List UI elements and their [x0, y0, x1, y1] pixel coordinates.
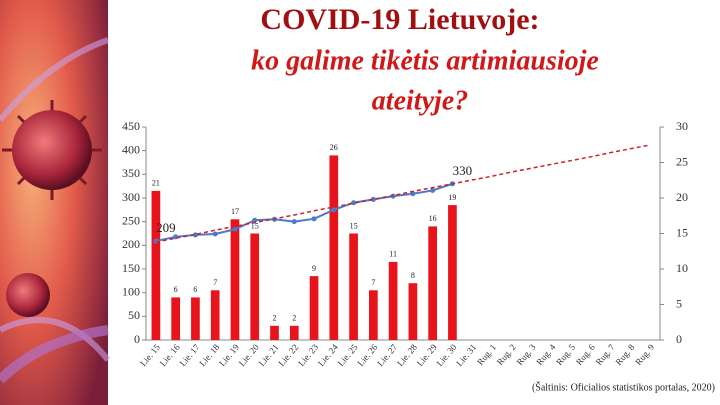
- x-tick-label: Lie. 15: [138, 342, 162, 368]
- x-tick-label: Lie. 22: [276, 342, 300, 368]
- bar: [448, 205, 457, 340]
- y2-tick-label: 30: [676, 119, 688, 133]
- point: [232, 226, 238, 232]
- bar: [368, 290, 378, 340]
- x-tick-label: Lie. 17: [177, 342, 201, 368]
- bar-label: 17: [231, 207, 239, 216]
- point: [252, 217, 258, 223]
- decorative-image: [0, 0, 111, 405]
- bar: [171, 297, 181, 340]
- source: (Šaltinis: Oficialios statistikos portal…: [532, 381, 715, 393]
- x-tick-label: Lie. 16: [158, 342, 182, 368]
- x-tick-label: Rug. 2: [495, 342, 518, 367]
- x-tick-label: Rug. 8: [613, 342, 636, 367]
- x-tick-label: Lie. 19: [217, 342, 241, 368]
- bar: [210, 290, 220, 340]
- y-tick-label: 250: [122, 213, 140, 227]
- y2-tick-label: 25: [676, 154, 688, 168]
- bar: [309, 276, 319, 340]
- bar: [151, 190, 161, 340]
- point: [370, 196, 376, 202]
- y-tick-label: 200: [122, 237, 140, 251]
- point: [192, 232, 198, 238]
- x-tick-label: Rug. 6: [574, 342, 597, 367]
- y2-tick-label: 10: [676, 261, 688, 275]
- y-tick-label: 450: [122, 119, 140, 133]
- point: [291, 219, 297, 225]
- bar-label: 15: [251, 221, 259, 230]
- y-tick-label: 400: [122, 142, 140, 156]
- x-tick-label: Rug. 1: [475, 342, 498, 367]
- x-tick-label: Rug. 9: [633, 342, 656, 367]
- y-tick-label: 350: [122, 166, 140, 180]
- point: [331, 207, 337, 213]
- x-tick-label: Lie. 18: [197, 342, 221, 368]
- bar-label: 9: [312, 264, 316, 273]
- trend-line: [155, 144, 651, 243]
- point-label: 209: [156, 220, 176, 235]
- subtitle: ko galime tikėtis artimiausioje: [251, 45, 599, 76]
- point: [311, 216, 317, 222]
- bar-label: 19: [448, 193, 456, 202]
- x-tick-label: Lie. 30: [434, 342, 458, 368]
- x-tick-label: Rug. 5: [554, 342, 577, 367]
- bar: [289, 325, 299, 340]
- y-tick-label: 50: [128, 308, 140, 322]
- bar-label: 7: [213, 278, 217, 287]
- point: [212, 231, 218, 237]
- bar: [408, 283, 418, 340]
- bar: [349, 233, 358, 340]
- point-label: 330: [453, 163, 473, 178]
- bar-label: 2: [273, 314, 277, 323]
- bar-label: 6: [174, 285, 178, 294]
- bar-label: 2: [292, 314, 296, 323]
- bar-label: 6: [193, 285, 197, 294]
- bar-label: 11: [389, 250, 397, 259]
- bar: [250, 233, 260, 340]
- x-tick-label: Lie. 23: [296, 342, 320, 368]
- line: [155, 182, 453, 243]
- bar-label: 15: [350, 221, 358, 230]
- bar: [388, 261, 398, 340]
- bar: [270, 325, 279, 340]
- x-tick-label: Rug. 3: [515, 342, 538, 367]
- bar-label: 8: [411, 271, 415, 280]
- x-tick-label: Lie. 31: [454, 342, 478, 368]
- bar-label: 16: [429, 214, 437, 223]
- bar-label: 26: [330, 143, 338, 152]
- x-tick-label: Lie. 24: [316, 342, 340, 368]
- y-tick-label: 0: [134, 332, 140, 346]
- subtitle: ateityje?: [372, 85, 468, 116]
- bar: [428, 226, 438, 340]
- bar: [191, 297, 200, 340]
- x-tick-label: Lie. 29: [415, 342, 439, 368]
- point: [351, 200, 357, 206]
- x-tick-label: Lie. 21: [257, 342, 281, 368]
- x-tick-label: Lie. 20: [237, 342, 261, 368]
- y-tick-label: 300: [122, 190, 140, 204]
- point: [430, 187, 436, 193]
- x-tick-label: Lie. 27: [375, 342, 399, 368]
- x-tick-label: Lie. 25: [336, 342, 360, 368]
- y-tick-label: 150: [122, 261, 140, 275]
- y2-tick-label: 20: [676, 190, 688, 204]
- x-tick-label: Lie. 28: [395, 342, 419, 368]
- y-tick-label: 100: [122, 284, 140, 298]
- y2-tick-label: 5: [676, 296, 682, 310]
- bar: [230, 219, 240, 340]
- bar-label: 21: [152, 179, 160, 188]
- y2-tick-label: 15: [676, 225, 688, 239]
- bar: [329, 155, 339, 340]
- bar-label: 7: [371, 278, 375, 287]
- x-tick-label: Rug. 4: [534, 342, 557, 367]
- point: [410, 191, 416, 197]
- y2-tick-label: 0: [676, 332, 682, 346]
- x-tick-label: Rug. 7: [594, 342, 617, 367]
- x-tick-label: Lie. 26: [355, 342, 379, 368]
- title: COVID-19 Lietuvoje:: [260, 3, 539, 36]
